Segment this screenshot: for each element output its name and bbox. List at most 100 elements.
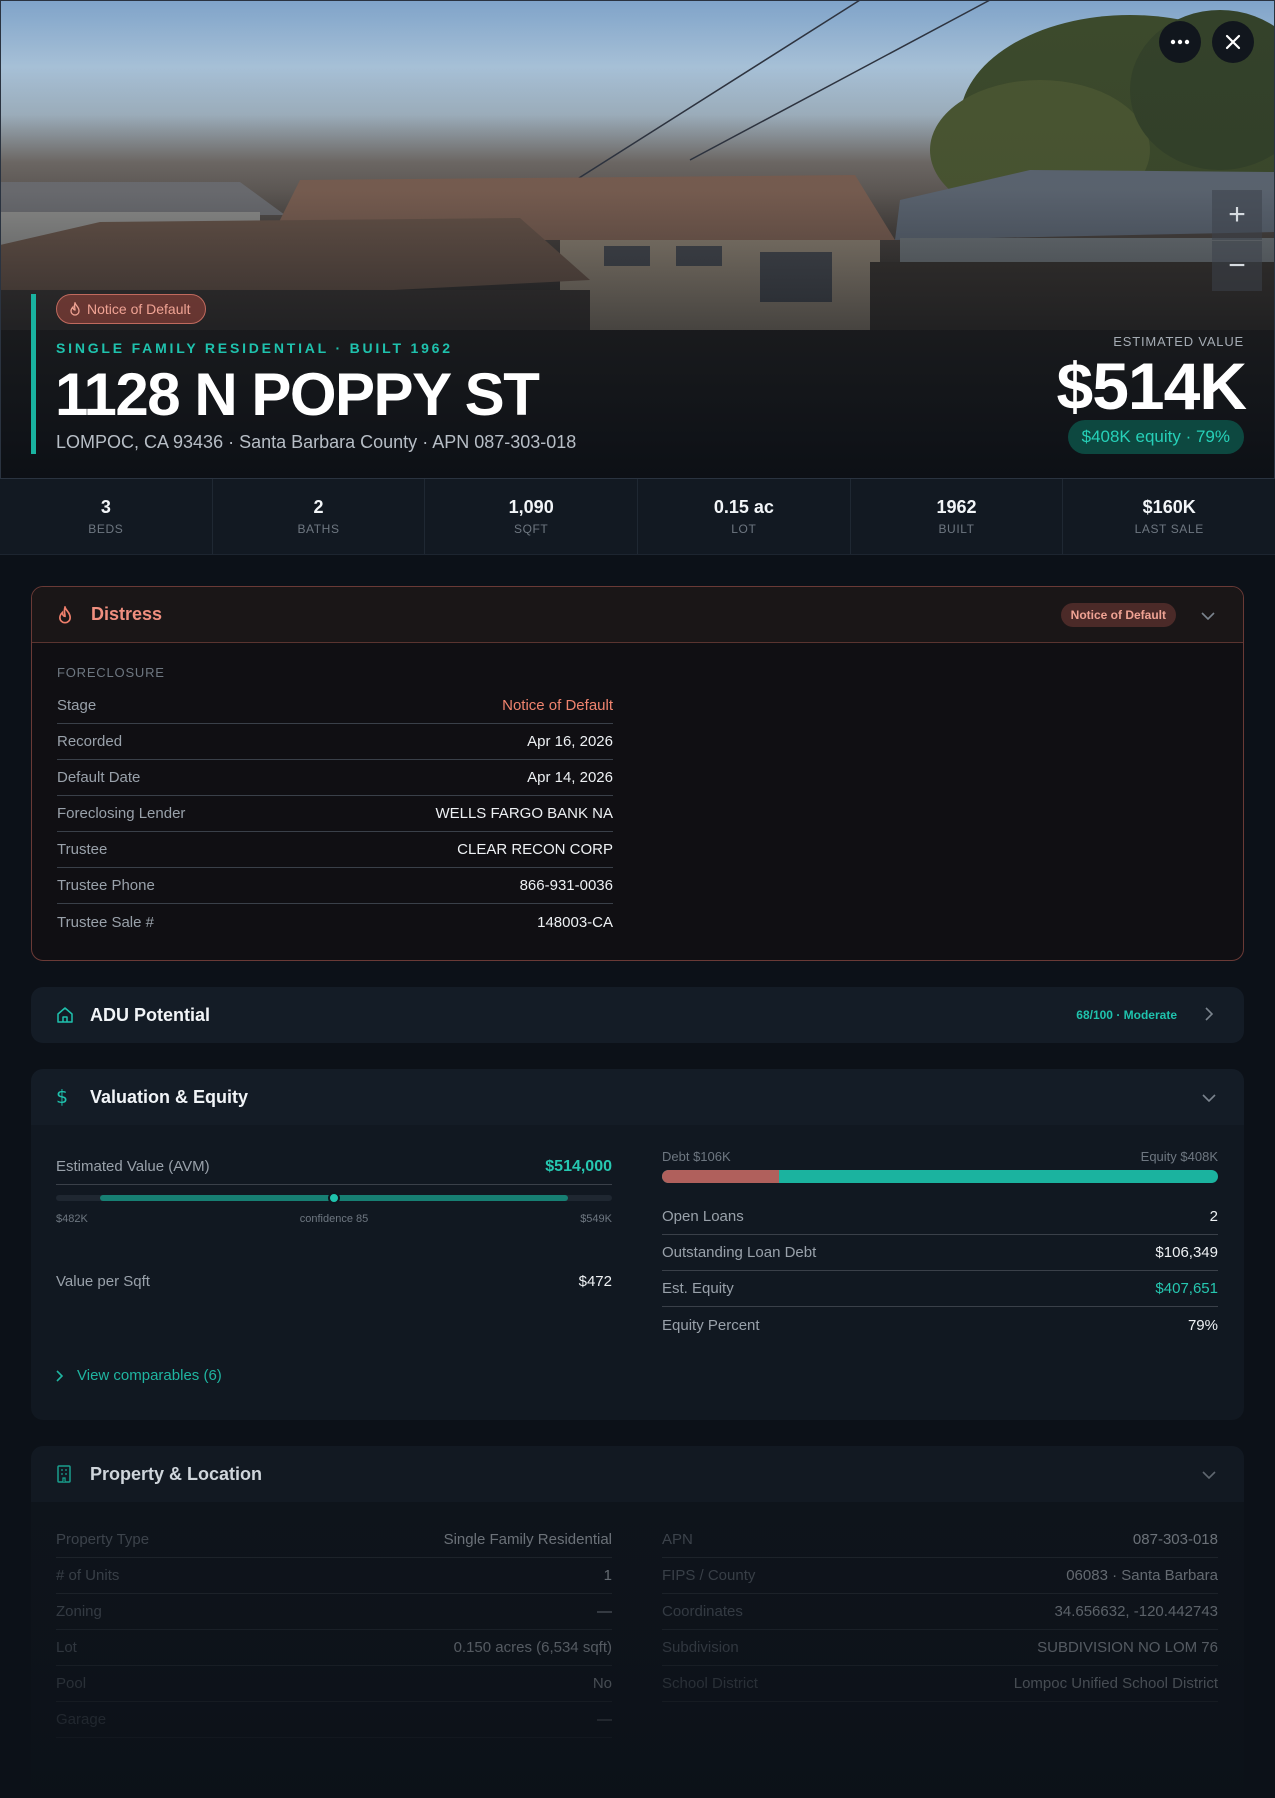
detail-value: Single Family Residential [443, 1531, 612, 1548]
home-icon [56, 1006, 76, 1024]
detail-row: Zoning — [56, 1594, 612, 1630]
detail-row: Subdivision SUBDIVISION NO LOM 76 [662, 1630, 1218, 1666]
vps-label: Value per Sqft [56, 1272, 150, 1290]
property-subtitle: SINGLE FAMILY RESIDENTIAL · BUILT 1962 [56, 340, 453, 356]
equity-panel: Debt $106K Equity $408K Open Loans 2 Outs… [662, 1149, 1218, 1343]
zoom-out-button[interactable]: − [1212, 241, 1262, 291]
range-high: $549K [580, 1213, 612, 1225]
stat-value: 0.15 ac [713, 497, 774, 517]
stat-label: LOT [731, 522, 757, 536]
detail-row: Garage — [56, 1702, 612, 1738]
more-options-button[interactable] [1159, 21, 1201, 63]
detail-key: Stage [57, 697, 97, 714]
detail-key: Default Date [57, 769, 141, 786]
range-marker [328, 1192, 340, 1204]
valuation-header[interactable]: $ Valuation & Equity [31, 1069, 1244, 1125]
ellipsis-icon [1170, 39, 1190, 45]
property-location: LOMPOC, CA 93436 · Santa Barbara County … [56, 432, 577, 452]
dollar-icon: $ [56, 1086, 69, 1108]
debt-segment [662, 1170, 779, 1183]
detail-key: FIPS / County [662, 1567, 756, 1584]
stats-bar: 3 BEDS 2 BATHS 1,090 SQFT 0.15 ac LOT 1962 BU… [0, 479, 1275, 555]
stat-value: 3 [100, 497, 111, 517]
distress-title: Distress [91, 604, 163, 624]
detail-key: # of Units [56, 1567, 120, 1584]
detail-value: 2 [1209, 1208, 1218, 1225]
detail-key: Trustee Sale # [57, 913, 154, 931]
stat-label: BUILT [938, 522, 975, 536]
zoom-in-button[interactable]: + [1212, 190, 1262, 240]
stat-baths: 2 BATHS [213, 479, 426, 554]
stat-value: 2 [313, 497, 324, 517]
property-details-left: Property Type Single Family Residential #… [56, 1522, 612, 1738]
detail-value: Apr 16, 2026 [527, 733, 613, 750]
vps-value: $472 [578, 1272, 612, 1290]
detail-value: $407,651 [1155, 1280, 1218, 1297]
distress-stage-badge: Notice of Default [1060, 602, 1176, 627]
adu-title: ADU Potential [90, 1004, 211, 1025]
avm-row: Estimated Value (AVM) $514,000 [56, 1149, 612, 1185]
distress-badge: Notice of Default [56, 294, 206, 324]
equity-label: Equity $408K [1140, 1149, 1218, 1164]
chevron-down-icon[interactable] [1199, 1466, 1219, 1482]
detail-value: — [597, 1711, 612, 1728]
detail-value: — [597, 1603, 612, 1620]
detail-value: No [592, 1675, 612, 1692]
detail-row: # of Units 1 [56, 1558, 612, 1594]
detail-value: SUBDIVISION NO LOM 76 [1037, 1639, 1218, 1656]
detail-value: 34.656632, -120.442743 [1054, 1603, 1218, 1620]
detail-key: Garage [56, 1711, 107, 1728]
valuation-card: $ Valuation & Equity Estimated Value (AV… [31, 1069, 1244, 1420]
distress-header[interactable]: Distress Notice of Default [32, 587, 1243, 643]
avm-label: Estimated Value (AVM) [56, 1158, 210, 1175]
detail-row: Lot 0.150 acres (6,534 sqft) [56, 1630, 612, 1666]
detail-key: Trustee [57, 841, 108, 858]
adu-card[interactable]: ADU Potential 68/100 · Moderate [31, 987, 1244, 1043]
detail-key: APN [662, 1531, 693, 1548]
equity-details: Open Loans 2 Outstanding Loan Debt $106,34… [662, 1199, 1218, 1343]
adu-header[interactable]: ADU Potential 68/100 · Moderate [31, 987, 1244, 1043]
view-comparables-link[interactable]: View comparables (6) [56, 1367, 222, 1384]
detail-row: Outstanding Loan Debt $106,349 [662, 1235, 1218, 1271]
detail-key: Property Type [56, 1531, 150, 1548]
flame-icon [70, 302, 80, 316]
estimated-value-label: ESTIMATED VALUE [1113, 334, 1244, 349]
avm-panel: Estimated Value (AVM) $514,000 $482K con… [56, 1149, 612, 1299]
detail-key: Recorded [57, 733, 123, 750]
close-button[interactable] [1212, 21, 1254, 63]
stat-lot: 0.15 ac LOT [638, 479, 851, 554]
chevron-down-icon[interactable] [1198, 607, 1218, 623]
detail-row: Coordinates 34.656632, -120.442743 [662, 1594, 1218, 1630]
detail-value: 06083 · Santa Barbara [1066, 1567, 1218, 1584]
distress-card: Distress Notice of Default FORECLOSURE S… [31, 586, 1244, 961]
stat-sqft: 1,090 SQFT [425, 479, 639, 554]
detail-value: 087-303-018 [1132, 1531, 1218, 1548]
property-address: 1128 N POPPY ST [55, 361, 540, 428]
flame-icon [57, 605, 77, 624]
chevron-down-icon[interactable] [1199, 1089, 1219, 1105]
close-icon [1225, 34, 1241, 50]
detail-key: Zoning [56, 1603, 102, 1620]
accent-bar [31, 294, 36, 454]
foreclosure-section-label: FORECLOSURE [57, 665, 165, 680]
detail-key: Outstanding Loan Debt [662, 1244, 817, 1261]
chevron-right-icon [56, 1369, 63, 1382]
detail-key: School District [662, 1675, 758, 1692]
property-header[interactable]: Property & Location [31, 1446, 1244, 1502]
debt-equity-labels: Debt $106K Equity $408K [662, 1149, 1218, 1164]
adu-score: 68/100 · Moderate [1076, 1008, 1177, 1022]
stat-value: $160K [1142, 497, 1196, 517]
view-comparables-label: View comparables (6) [77, 1367, 222, 1384]
value-per-sqft-row: Value per Sqft $472 [56, 1263, 612, 1299]
detail-value: 866-931-0036 [519, 877, 613, 894]
stat-label: SQFT [513, 522, 549, 536]
detail-value: $106,349 [1155, 1244, 1218, 1261]
detail-key: Open Loans [662, 1208, 744, 1225]
property-card: Property & Location Property Type Single … [31, 1446, 1244, 1798]
detail-value: Lompoc Unified School District [1013, 1675, 1218, 1692]
stat-label: BATHS [297, 522, 340, 536]
detail-key: Pool [56, 1675, 87, 1692]
chevron-right-icon[interactable] [1199, 1006, 1219, 1024]
debt-label: Debt $106K [662, 1149, 731, 1164]
range-confidence: confidence 85 [299, 1213, 369, 1225]
